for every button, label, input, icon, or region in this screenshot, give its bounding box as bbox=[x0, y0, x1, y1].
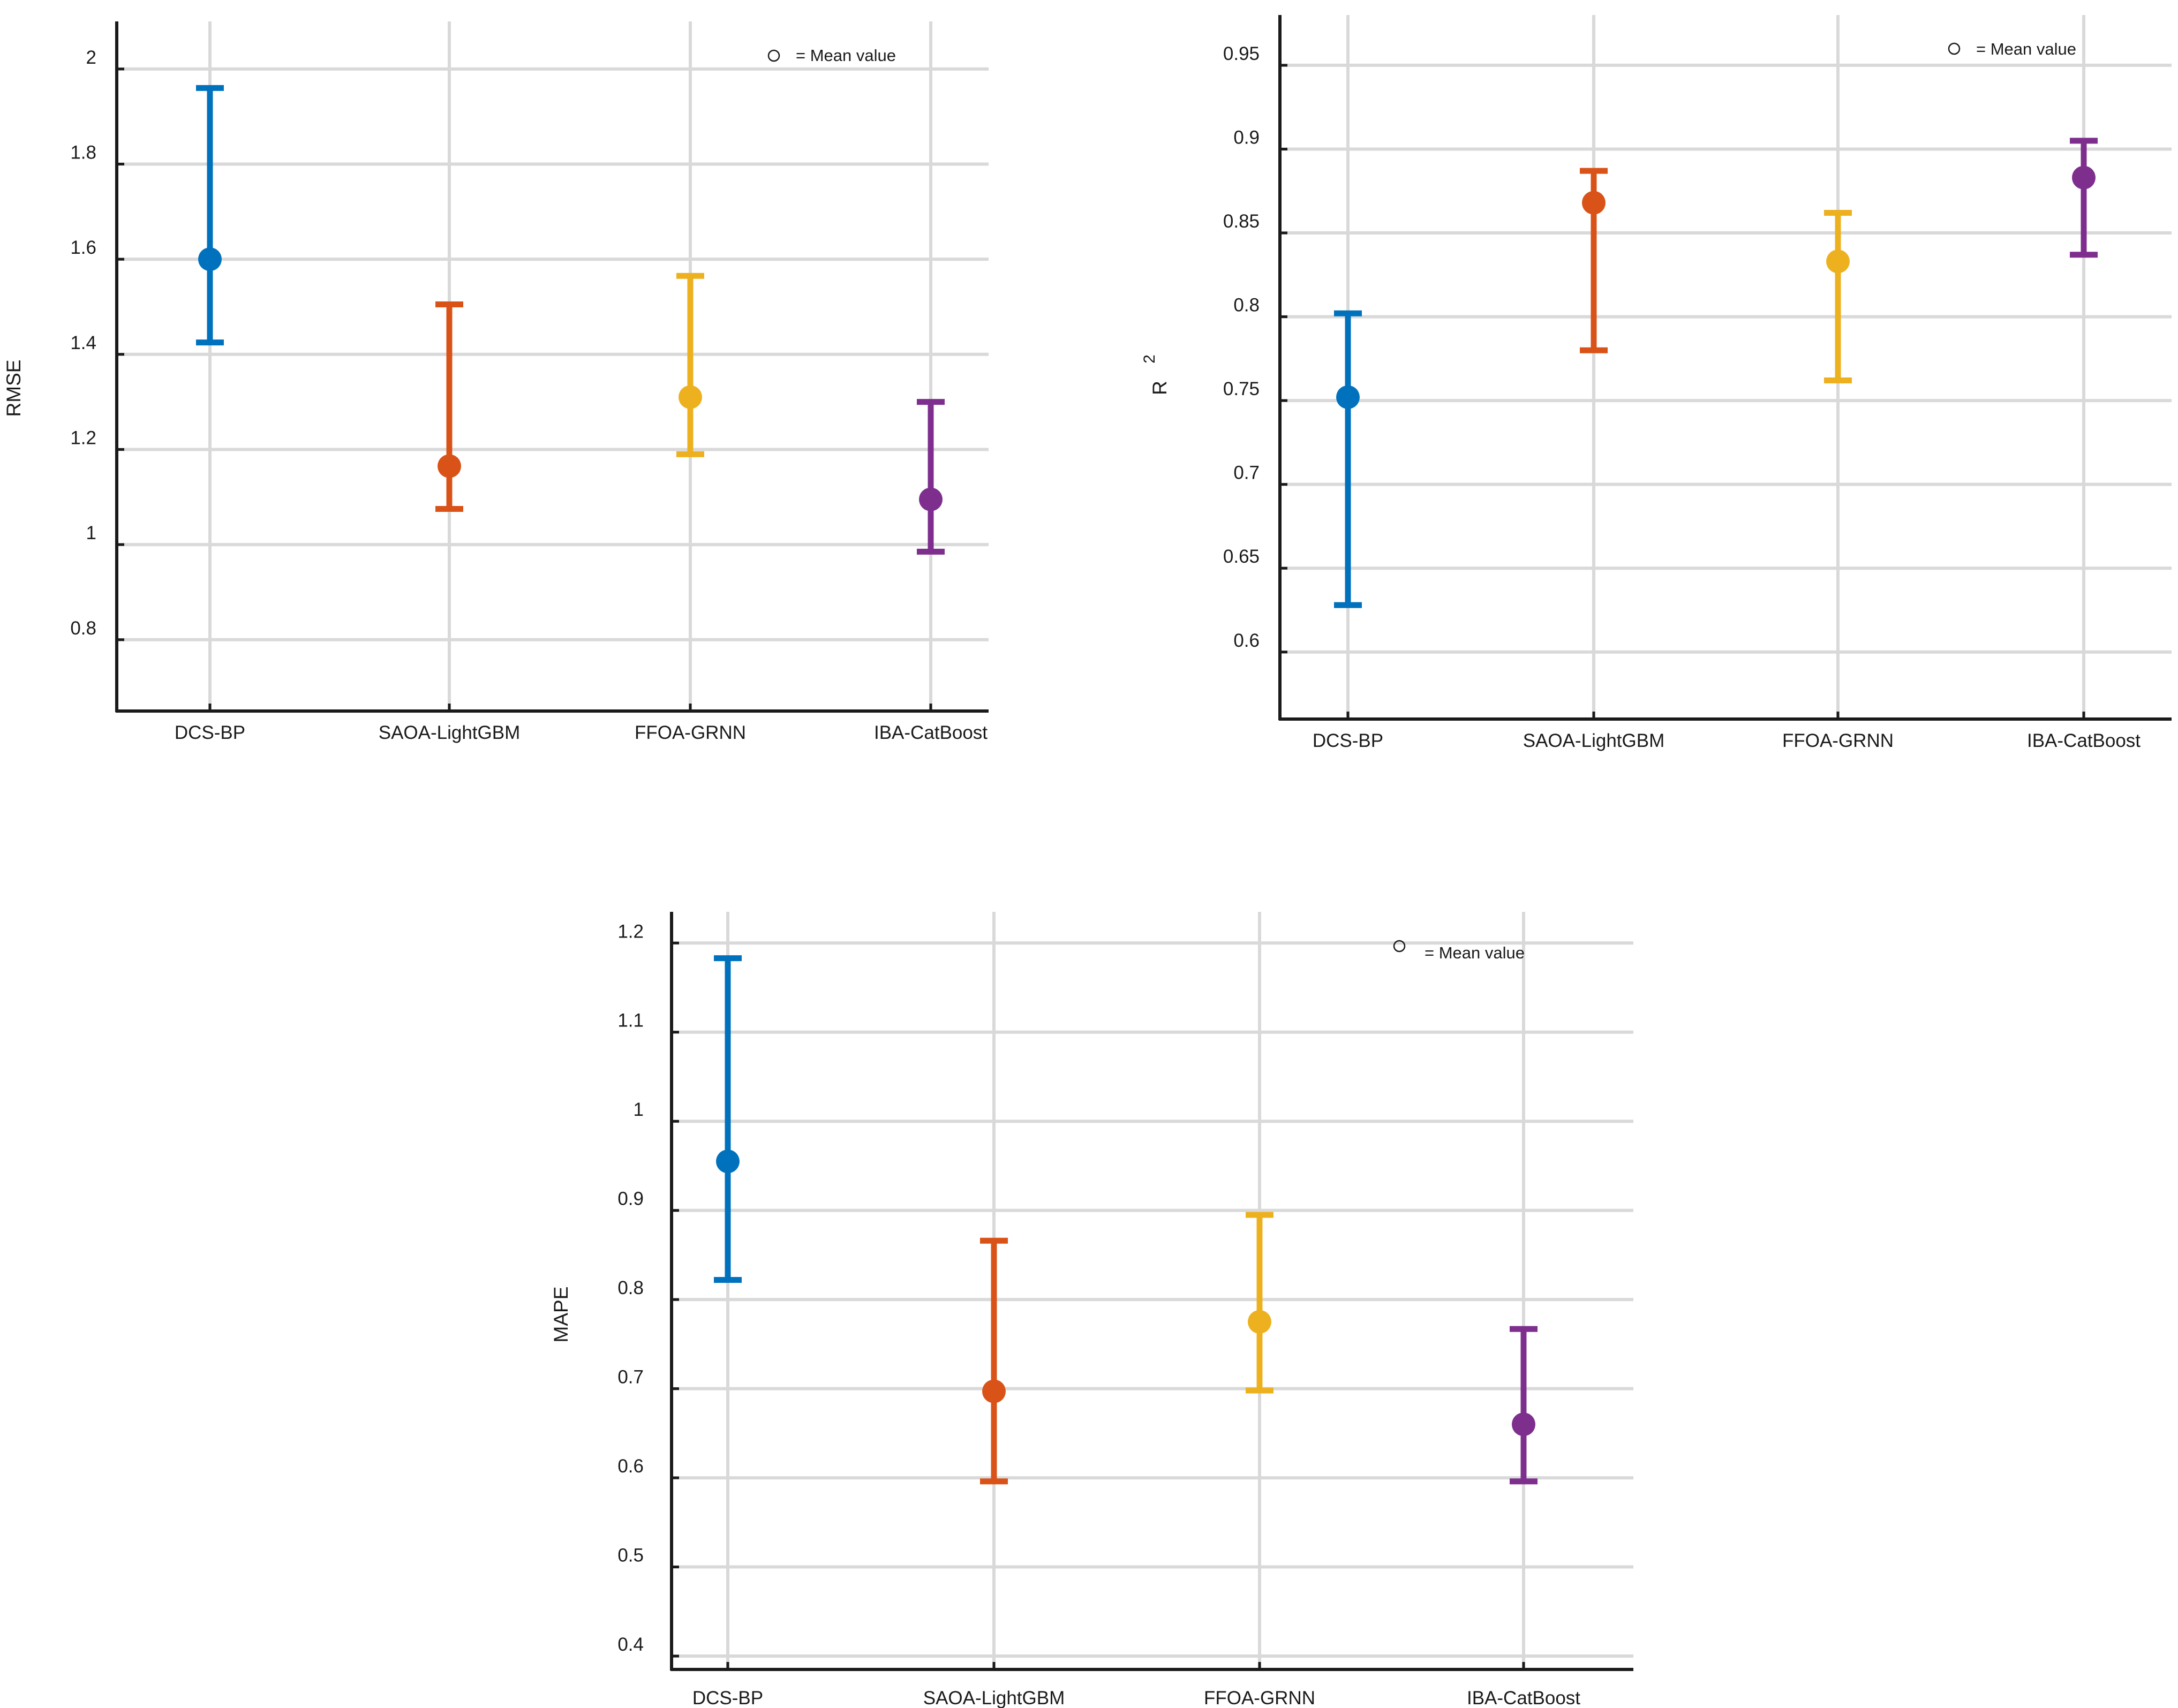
y-axis-label-superscript: 2 bbox=[1141, 354, 1158, 364]
y-tick-label: 0.8 bbox=[1233, 295, 1260, 316]
legend-text: = Mean value bbox=[1976, 40, 2076, 58]
error-bar bbox=[2070, 138, 2098, 258]
mean-marker bbox=[198, 247, 222, 271]
y-tick-label: 1.1 bbox=[617, 1010, 644, 1031]
error-bar bbox=[676, 273, 704, 457]
chart-panel-mape: 0.4 0.5 0.6 0.7 0.8 0.9 1 1.1 1.2 DCS-BP SAOA-Ligh… bbox=[550, 912, 1633, 1708]
error-bar bbox=[196, 85, 224, 346]
y-tick-label: 1.8 bbox=[70, 142, 96, 163]
y-tick-label: 0.85 bbox=[1223, 211, 1260, 232]
x-tick-label: DCS-BP bbox=[692, 1688, 763, 1708]
y-tick-label: 0.6 bbox=[1233, 630, 1260, 651]
error-bar bbox=[1334, 310, 1362, 608]
mean-marker bbox=[982, 1379, 1006, 1403]
y-axis-label-text: R bbox=[1149, 381, 1171, 395]
error-bar bbox=[1580, 168, 1608, 353]
legend-mean-circle-icon bbox=[767, 49, 780, 62]
mean-marker bbox=[1582, 191, 1606, 215]
y-tick-label: 0.75 bbox=[1223, 379, 1260, 399]
y-tick-label: 1 bbox=[86, 523, 96, 543]
x-tick-label: FFOA-GRNN bbox=[1204, 1688, 1315, 1708]
y-tick-label: 0.8 bbox=[617, 1278, 644, 1298]
y-tick-label: 0.9 bbox=[1233, 127, 1260, 148]
y-tick-label: 1.2 bbox=[617, 921, 644, 942]
mean-marker bbox=[438, 454, 461, 478]
y-tick-label: 0.5 bbox=[617, 1545, 644, 1566]
x-tick-label: FFOA-GRNN bbox=[1782, 730, 1894, 751]
error-bar bbox=[1246, 1212, 1273, 1394]
y-axis-label: MAPE bbox=[550, 1287, 572, 1343]
legend-text: = Mean value bbox=[796, 46, 896, 65]
y-axis-label: RMSE bbox=[3, 360, 25, 417]
y-tick-label: 0.4 bbox=[617, 1634, 644, 1655]
x-tick-label: DCS-BP bbox=[175, 722, 245, 743]
legend-mean-circle-icon bbox=[1393, 940, 1406, 953]
legend-text: = Mean value bbox=[1425, 943, 1525, 962]
x-tick-label: SAOA-LightGBM bbox=[1523, 730, 1665, 751]
y-tick-label: 1.6 bbox=[70, 237, 96, 258]
x-tick-label: SAOA-LightGBM bbox=[379, 722, 521, 743]
x-tick-label: SAOA-LightGBM bbox=[923, 1688, 1065, 1708]
chart-panel-rmse: 0.8 1 1.2 1.4 1.6 1.8 2 DCS-BP SAOA-LightGBM FFOA… bbox=[3, 21, 989, 743]
mean-marker bbox=[1512, 1412, 1535, 1437]
y-tick-label: 0.6 bbox=[617, 1456, 644, 1477]
error-bar bbox=[1510, 1326, 1538, 1485]
y-tick-label: 0.8 bbox=[70, 618, 96, 639]
mean-marker bbox=[716, 1150, 740, 1174]
x-tick-label: DCS-BP bbox=[1313, 730, 1383, 751]
x-tick-label: IBA-CatBoost bbox=[1467, 1688, 1580, 1708]
mean-marker bbox=[1826, 250, 1850, 274]
y-axis-label: R 2 bbox=[1141, 354, 1171, 395]
mean-marker bbox=[1336, 385, 1360, 409]
mean-marker bbox=[919, 487, 943, 511]
chart-panel-r: 0.6 0.65 0.7 0.75 0.8 0.85 0.9 0.95 DCS-BP SAOA-L… bbox=[1141, 15, 2172, 751]
legend-mean-circle-icon bbox=[1948, 42, 1961, 55]
error-bar bbox=[917, 399, 945, 555]
y-tick-label: 0.65 bbox=[1223, 546, 1260, 567]
error-bar bbox=[1824, 209, 1852, 384]
x-tick-label: IBA-CatBoost bbox=[874, 722, 988, 743]
y-tick-label: 1.4 bbox=[70, 332, 96, 353]
error-bar bbox=[714, 955, 742, 1283]
y-axis-label-text: RMSE bbox=[3, 360, 25, 417]
error-bar bbox=[980, 1237, 1008, 1485]
y-axis-label-text: MAPE bbox=[550, 1287, 572, 1343]
mean-marker bbox=[2072, 165, 2096, 190]
y-tick-label: 0.7 bbox=[617, 1367, 644, 1388]
y-tick-label: 1.2 bbox=[70, 427, 96, 448]
y-tick-label: 1 bbox=[634, 1099, 644, 1120]
mean-marker bbox=[1248, 1310, 1271, 1334]
error-bar bbox=[435, 301, 463, 512]
y-tick-label: 0.7 bbox=[1233, 463, 1260, 483]
x-tick-label: IBA-CatBoost bbox=[2027, 730, 2141, 751]
y-tick-label: 0.9 bbox=[617, 1189, 644, 1210]
x-tick-label: FFOA-GRNN bbox=[635, 722, 746, 743]
y-tick-label: 0.95 bbox=[1223, 43, 1260, 64]
y-tick-label: 2 bbox=[86, 47, 96, 68]
mean-marker bbox=[679, 385, 702, 409]
